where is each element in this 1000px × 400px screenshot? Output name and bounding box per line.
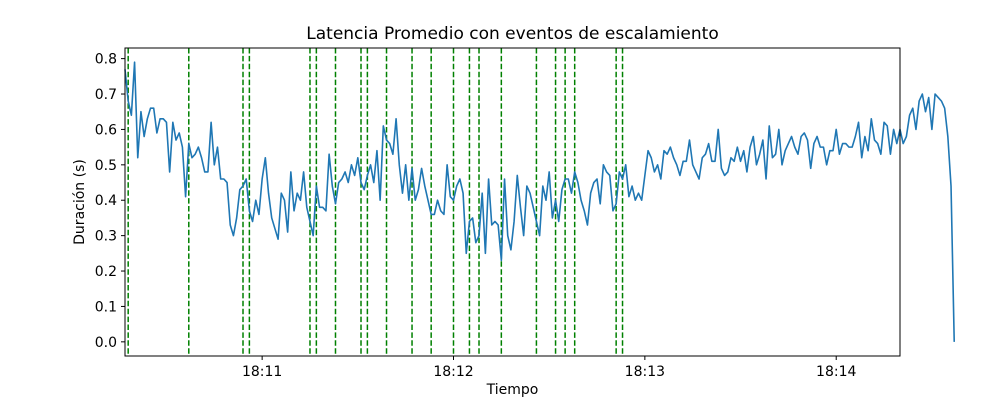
y-tick-label: 0.3 — [95, 229, 117, 245]
y-tick-label: 0.1 — [95, 299, 117, 315]
x-tick-label: 18:12 — [433, 364, 473, 380]
plot-area-frame — [124, 47, 901, 357]
y-axis-label: Duración (s) — [72, 159, 88, 245]
y-tick-label: 0.2 — [95, 264, 117, 280]
chart-title: Latencia Promedio con eventos de escalam… — [306, 24, 718, 44]
series-lines — [124, 61, 956, 342]
x-axis: 18:11 18:12 18:13 18:14 — [242, 356, 856, 380]
x-tick-label: 18:14 — [816, 364, 856, 380]
y-axis: 0.0 0.1 0.2 0.3 0.4 0.5 0.6 0.7 0.8 — [95, 52, 125, 351]
y-tick-label: 0.6 — [95, 122, 117, 138]
x-tick-label: 18:11 — [242, 364, 282, 380]
x-tick-label: 18:13 — [625, 364, 665, 380]
y-tick-label: 0.4 — [95, 193, 117, 209]
x-axis-label: Tiempo — [486, 382, 539, 398]
y-tick-label: 0.7 — [95, 87, 117, 103]
y-tick-label: 0.5 — [95, 158, 117, 174]
latency-series-line — [124, 61, 956, 342]
y-tick-label: 0.0 — [95, 335, 117, 351]
scaling-event-lines — [127, 48, 624, 356]
y-tick-label: 0.8 — [95, 52, 117, 68]
